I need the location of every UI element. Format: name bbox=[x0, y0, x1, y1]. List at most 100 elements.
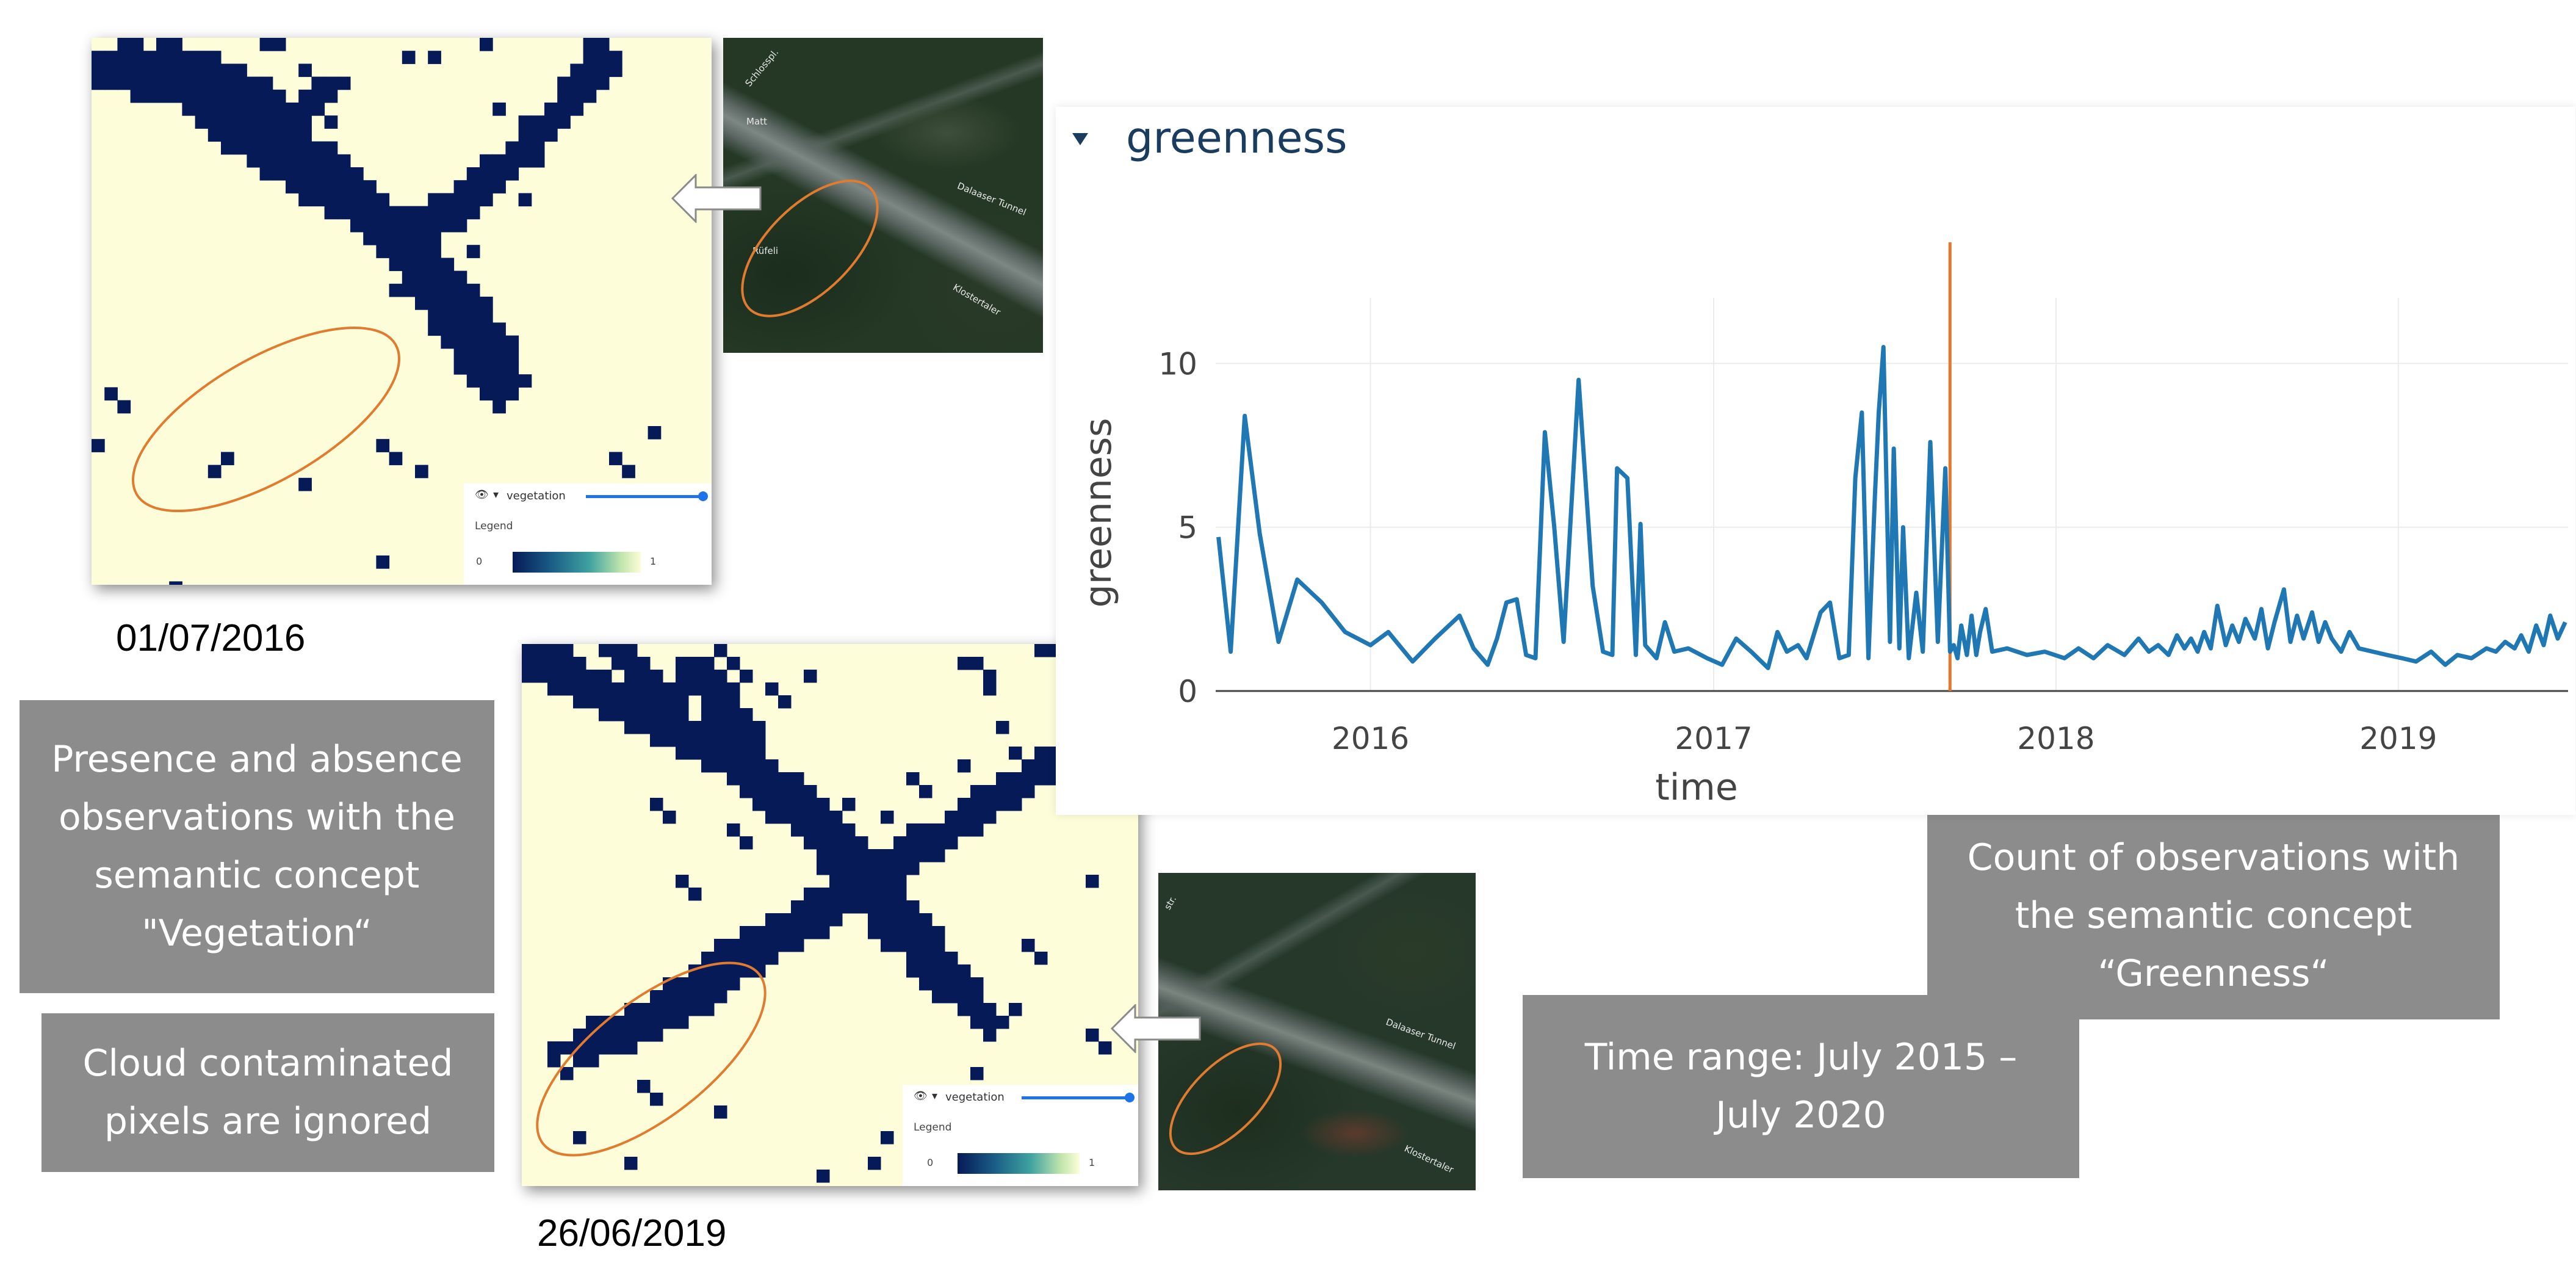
vegetation-pixel bbox=[752, 926, 766, 939]
greenness-data-point bbox=[2182, 646, 2186, 650]
vegetation-pixel bbox=[350, 167, 364, 181]
greenness-data-point bbox=[1626, 476, 1629, 480]
vegetation-pixel bbox=[906, 772, 920, 786]
vegetation-pixel bbox=[337, 180, 351, 194]
collapse-caret-icon[interactable] bbox=[1072, 133, 1088, 145]
vegetation-pixel bbox=[363, 180, 377, 194]
vegetation-pixel bbox=[932, 990, 945, 1004]
vegetation-pixel bbox=[740, 836, 753, 850]
greenness-data-point bbox=[2196, 650, 2199, 654]
layer-name: vegetation bbox=[507, 490, 566, 502]
vegetation-pixel bbox=[663, 811, 676, 824]
greenness-data-point bbox=[1970, 614, 1974, 618]
y-axis-title: greenness bbox=[1077, 418, 1120, 608]
greenness-data-point bbox=[1687, 646, 1690, 650]
vegetation-pixel bbox=[441, 309, 455, 323]
vegetation-pixel bbox=[970, 823, 984, 837]
vegetation-pixel bbox=[855, 888, 868, 901]
vegetation-pixel bbox=[701, 708, 715, 722]
chevron-down-icon[interactable]: ▾ bbox=[932, 1090, 938, 1102]
opacity-slider[interactable] bbox=[586, 495, 702, 498]
vegetation-pixel bbox=[596, 38, 610, 51]
vegetation-pixel bbox=[778, 811, 792, 824]
vegetation-pixel bbox=[518, 374, 532, 388]
opacity-slider-handle[interactable] bbox=[1125, 1093, 1135, 1102]
x-tick-label: 2017 bbox=[1675, 721, 1752, 756]
vegetation-pixel bbox=[970, 1016, 984, 1029]
vegetation-pixel bbox=[881, 862, 894, 875]
vegetation-pixel bbox=[298, 115, 312, 129]
greenness-data-point bbox=[1434, 637, 1437, 640]
vegetation-pixel bbox=[480, 374, 493, 388]
vegetation-pixel bbox=[612, 695, 625, 709]
greenness-data-point bbox=[1543, 430, 1546, 434]
vegetation-pixel bbox=[804, 888, 817, 901]
vegetation-pixel bbox=[740, 926, 753, 939]
layer-name: vegetation bbox=[945, 1091, 1005, 1104]
vegetation-pixel bbox=[958, 977, 971, 991]
vegetation-pixel bbox=[586, 1054, 599, 1068]
vegetation-pixel bbox=[893, 913, 907, 927]
greenness-data-point bbox=[1472, 646, 1476, 650]
vegetation-pixel bbox=[117, 51, 131, 64]
vegetation-pixel bbox=[624, 644, 638, 657]
vegetation-pixel bbox=[842, 823, 856, 837]
vegetation-pixel bbox=[637, 1029, 651, 1042]
vegetation-pixel bbox=[505, 167, 519, 181]
vegetation-pixel bbox=[599, 1041, 612, 1055]
vegetation-pixel bbox=[428, 219, 441, 233]
vegetation-pixel bbox=[919, 964, 933, 978]
eye-icon[interactable]: 👁 bbox=[475, 488, 489, 501]
chevron-down-icon[interactable]: ▾ bbox=[493, 488, 499, 501]
vegetation-pixel bbox=[466, 206, 480, 220]
vegetation-pixel bbox=[624, 1003, 638, 1016]
greenness-data-point bbox=[2137, 637, 2140, 640]
vegetation-pixel bbox=[727, 964, 740, 978]
vegetation-pixel bbox=[676, 977, 689, 991]
opacity-slider-handle[interactable] bbox=[698, 491, 708, 501]
vegetation-pixel bbox=[958, 964, 971, 978]
vegetation-pixel bbox=[441, 270, 455, 284]
vegetation-pixel bbox=[466, 348, 480, 362]
vegetation-pixel bbox=[727, 695, 740, 709]
vegetation-pixel bbox=[919, 939, 933, 952]
opacity-slider[interactable] bbox=[1022, 1096, 1128, 1099]
vegetation-pixel bbox=[480, 193, 493, 207]
vegetation-pixel bbox=[441, 283, 455, 297]
vegetation-pixel bbox=[522, 644, 535, 657]
greenness-line-chart: 0 5 10 2016 2017 2018 2019 time greenness bbox=[1077, 242, 2568, 809]
vegetation-pixel bbox=[221, 141, 234, 155]
vegetation-pixel bbox=[765, 811, 779, 824]
vegetation-pixel bbox=[740, 721, 753, 734]
greenness-data-point bbox=[2323, 620, 2327, 624]
greenness-data-point bbox=[1591, 584, 1595, 588]
vegetation-pixel bbox=[402, 51, 416, 64]
vegetation-pixel bbox=[612, 657, 625, 670]
vegetation-pixel bbox=[842, 849, 856, 863]
vegetation-pixel bbox=[714, 1105, 727, 1119]
vegetation-pixel bbox=[648, 426, 662, 440]
vegetation-pixel bbox=[207, 128, 222, 142]
vegetation-pixel bbox=[466, 283, 480, 297]
satellite-image-2019: str. Dalaaser Tunnel Klostertaler bbox=[1158, 873, 1476, 1190]
vegetation-pixel bbox=[676, 1003, 689, 1016]
vegetation-pixel bbox=[855, 862, 868, 875]
vegetation-pixel bbox=[765, 798, 779, 811]
vegetation-pixel bbox=[752, 964, 766, 978]
vegetation-pixel bbox=[906, 964, 920, 978]
vegetation-pixel bbox=[701, 990, 715, 1004]
vegetation-pixel bbox=[829, 836, 843, 850]
eye-icon[interactable]: 👁 bbox=[914, 1090, 928, 1102]
vegetation-pixel bbox=[958, 811, 971, 824]
vegetation-pixel bbox=[740, 939, 753, 952]
greenness-data-point bbox=[2215, 604, 2219, 607]
vegetation-pixel bbox=[906, 900, 920, 914]
vegetation-pixel bbox=[298, 63, 312, 78]
greenness-data-point bbox=[2310, 610, 2314, 614]
vegetation-pixel bbox=[637, 721, 651, 734]
greenness-data-point bbox=[2224, 643, 2228, 647]
vegetation-pixel bbox=[778, 785, 792, 798]
vegetation-pixel bbox=[272, 103, 286, 116]
vegetation-pixel bbox=[688, 670, 702, 683]
greenness-data-point bbox=[2147, 650, 2151, 654]
